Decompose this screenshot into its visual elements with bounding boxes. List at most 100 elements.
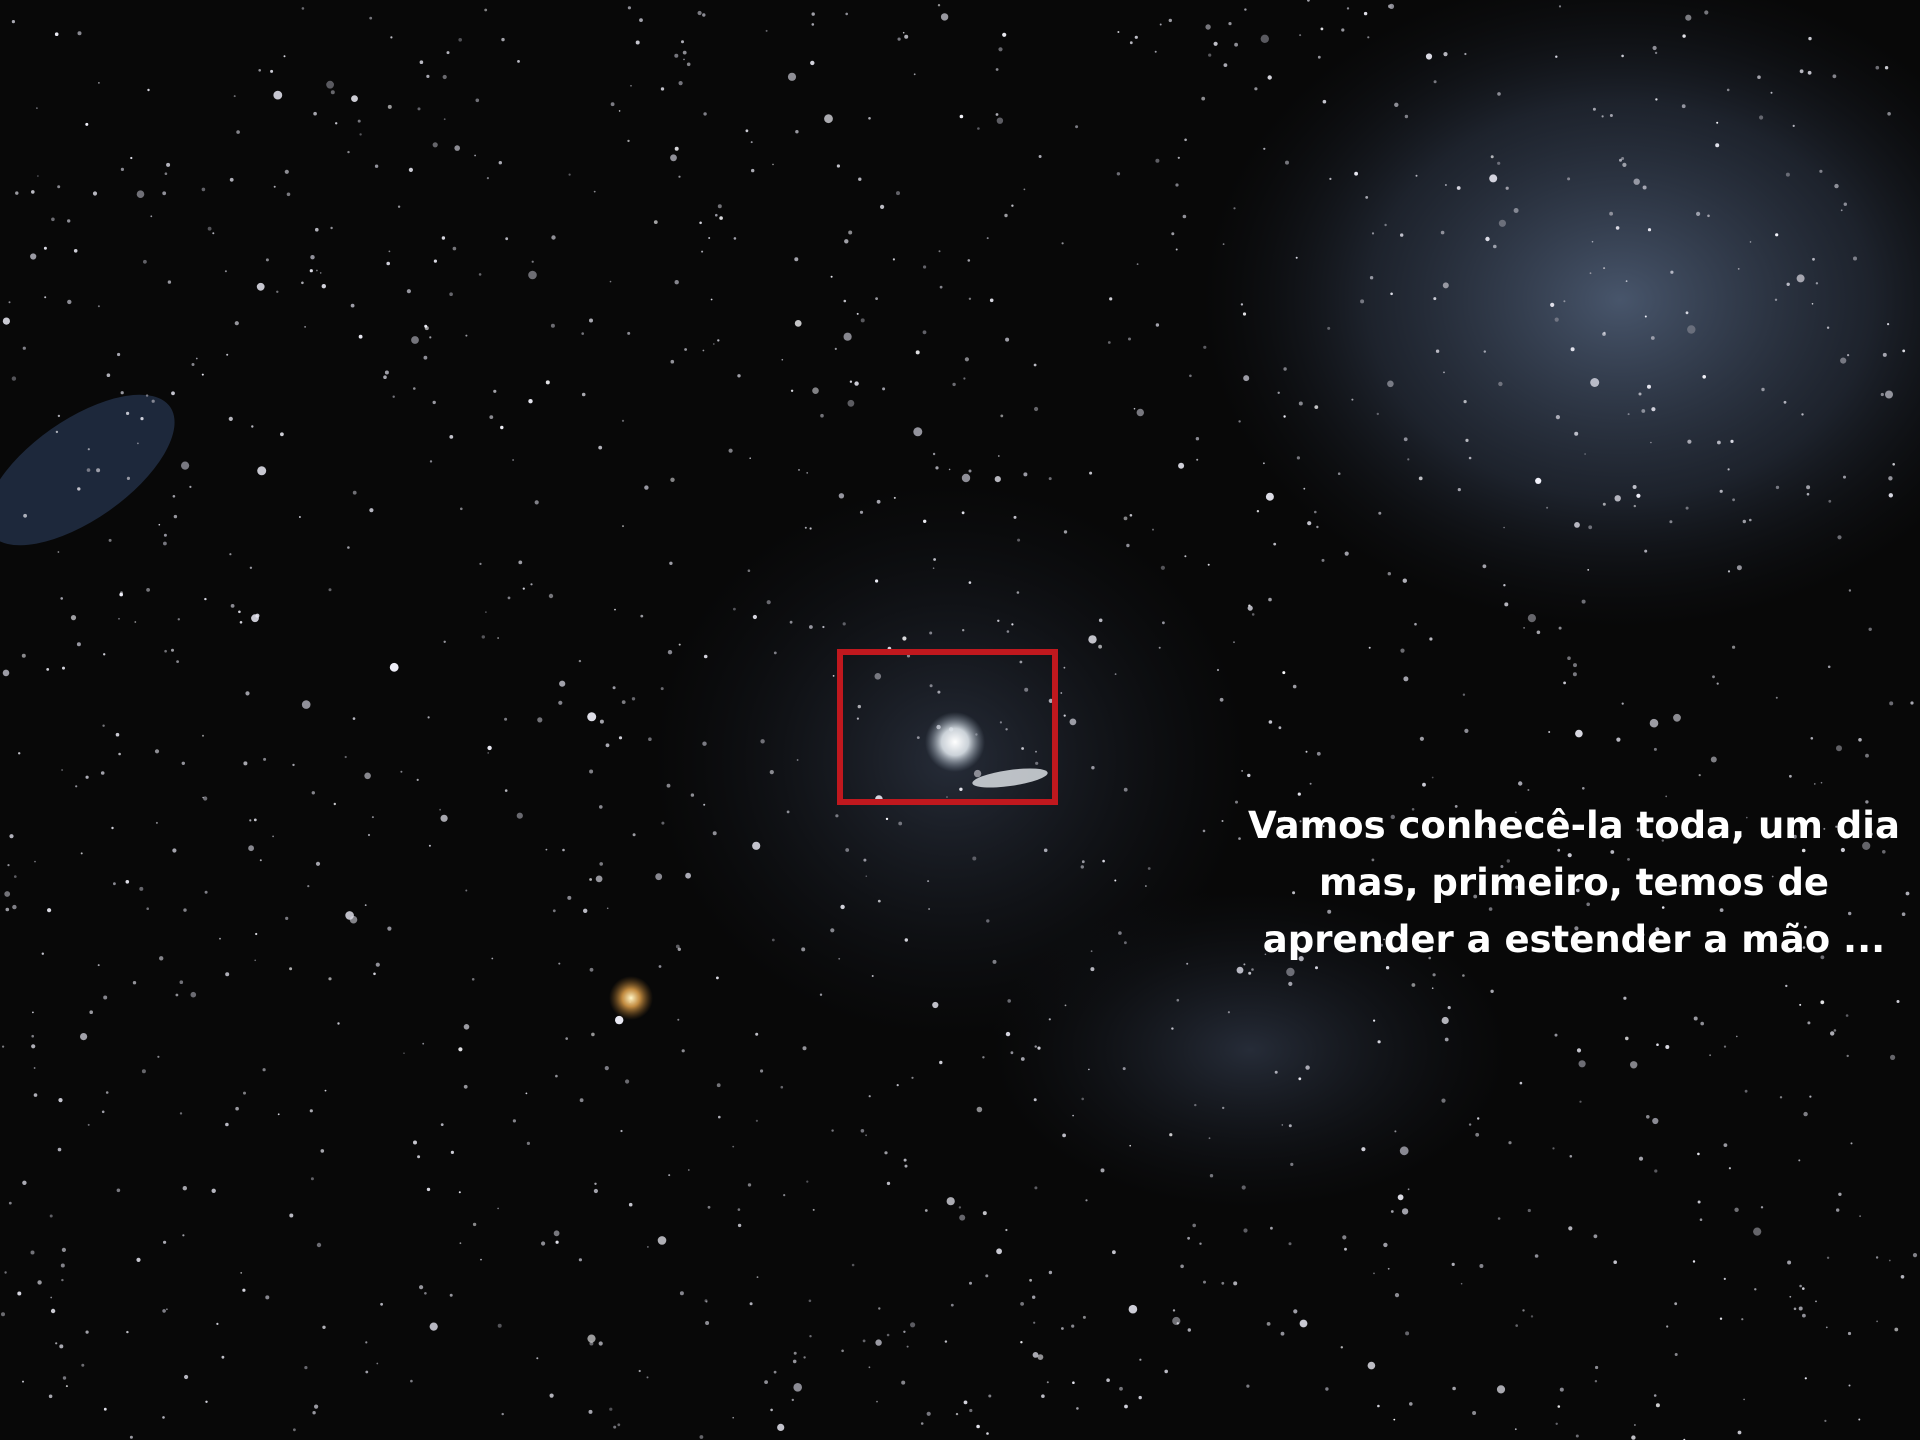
star: [1749, 241, 1752, 243]
star: [1091, 766, 1095, 770]
star: [1869, 832, 1873, 836]
star: [1789, 774, 1792, 778]
star: [604, 1066, 609, 1071]
star: [136, 190, 145, 198]
star: [157, 1055, 160, 1058]
star: [310, 255, 315, 260]
star: [181, 761, 185, 765]
star: [230, 604, 235, 608]
star: [959, 1214, 966, 1221]
star: [1175, 183, 1179, 187]
star: [11, 20, 15, 24]
star: [1281, 1124, 1284, 1126]
star: [1116, 172, 1121, 176]
star: [1792, 124, 1795, 127]
star: [1574, 522, 1580, 528]
star: [309, 1109, 313, 1113]
star: [1425, 53, 1433, 60]
star: [578, 1258, 583, 1262]
star: [1892, 463, 1895, 466]
star: [1145, 885, 1147, 887]
star: [1654, 51, 1658, 55]
star: [1274, 1070, 1278, 1074]
star: [1826, 1256, 1830, 1260]
star: [1126, 543, 1130, 548]
star: [182, 1234, 185, 1237]
star: [195, 357, 198, 360]
star: [1034, 1186, 1038, 1190]
star: [1736, 565, 1742, 571]
star: [904, 34, 909, 39]
star: [9, 834, 14, 839]
star: [1090, 967, 1095, 972]
star: [1034, 1045, 1037, 1048]
star: [932, 1001, 939, 1009]
star: [1552, 1147, 1555, 1150]
star: [1186, 962, 1189, 965]
star: [703, 654, 708, 659]
star: [1376, 412, 1380, 416]
star: [1579, 1100, 1582, 1103]
star: [1558, 626, 1562, 630]
star: [397, 205, 401, 208]
star: [89, 1010, 93, 1014]
star: [55, 1342, 58, 1345]
star: [751, 168, 755, 173]
star: [1341, 28, 1345, 32]
star: [1732, 645, 1736, 649]
star: [1616, 737, 1621, 742]
star: [103, 653, 106, 656]
star: [1546, 946, 1550, 951]
star: [819, 993, 823, 996]
star: [410, 1379, 413, 1383]
star: [383, 375, 387, 380]
star: [328, 588, 332, 592]
star: [620, 1129, 623, 1133]
star: [1840, 357, 1847, 364]
star: [733, 237, 737, 240]
star: [1730, 439, 1734, 443]
star: [1796, 274, 1805, 283]
star: [163, 533, 167, 537]
star: [1850, 1142, 1853, 1145]
star: [959, 114, 964, 119]
star: [234, 321, 239, 326]
star: [1428, 956, 1431, 960]
star: [141, 1069, 146, 1074]
star: [578, 659, 582, 663]
star: [491, 957, 494, 960]
star: [1175, 248, 1178, 251]
star: [1712, 675, 1715, 679]
star: [518, 560, 523, 565]
star: [1178, 462, 1185, 469]
star: [916, 736, 920, 739]
star: [598, 1341, 603, 1346]
star: [976, 1424, 980, 1429]
star: [1290, 1162, 1294, 1166]
star: [501, 37, 505, 42]
star: [669, 561, 673, 565]
star: [581, 332, 584, 335]
star: [635, 40, 640, 45]
star: [868, 1366, 871, 1369]
star: [304, 1366, 308, 1370]
star: [1815, 1300, 1817, 1303]
star: [1202, 829, 1206, 833]
star: [809, 625, 813, 629]
star: [1802, 1313, 1806, 1318]
star: [1723, 1277, 1726, 1280]
star: [702, 13, 706, 17]
star: [886, 1181, 891, 1186]
star: [1554, 317, 1559, 322]
star: [1440, 230, 1445, 235]
caption: Vamos conhecê-la toda, um dia mas, prime…: [1248, 804, 1900, 961]
star: [1414, 622, 1417, 626]
star: [798, 469, 800, 471]
star: [1858, 738, 1862, 742]
star: [986, 919, 990, 923]
star: [632, 833, 636, 837]
star: [240, 1272, 243, 1274]
star: [2, 669, 10, 677]
star: [1685, 311, 1689, 315]
